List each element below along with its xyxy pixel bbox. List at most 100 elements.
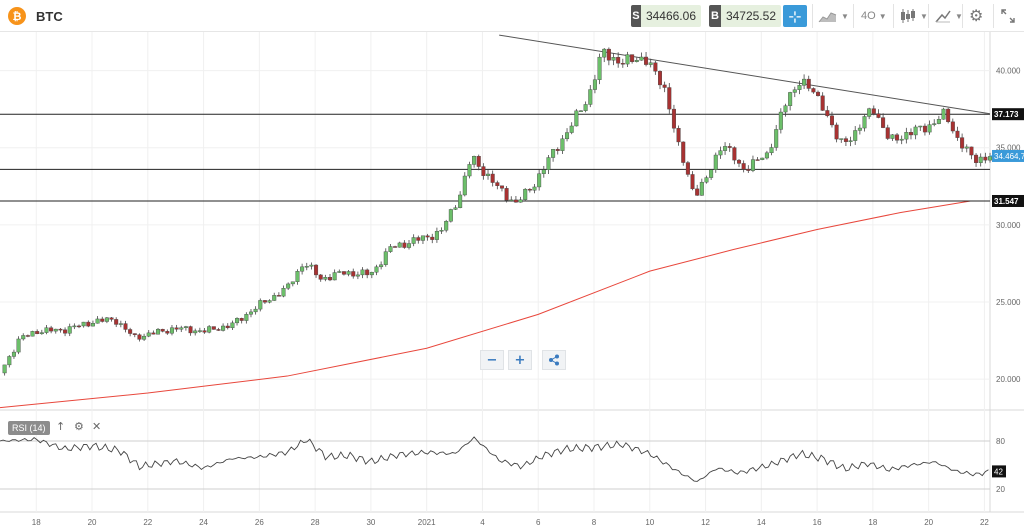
- candle-up: [118, 323, 123, 325]
- x-tick-label: 2021: [418, 518, 436, 527]
- candle-up: [7, 356, 12, 366]
- candle-up: [235, 318, 240, 324]
- plus-icon: +: [514, 352, 526, 368]
- candle-down: [365, 269, 370, 276]
- candle-down: [504, 188, 509, 201]
- candle-down: [341, 271, 346, 275]
- candle-down: [490, 173, 495, 183]
- candle-down: [393, 246, 398, 248]
- candle-up: [207, 326, 212, 333]
- candle-up: [774, 129, 779, 148]
- candle-down: [974, 154, 979, 163]
- candle-down: [955, 130, 960, 138]
- candle-down: [662, 84, 667, 88]
- candle-up: [899, 138, 904, 141]
- candle-down: [137, 334, 142, 340]
- timeframe-select[interactable]: 4O ▼: [861, 6, 887, 26]
- candle-up: [267, 300, 272, 303]
- candle-up: [611, 57, 616, 61]
- zoom-in-button[interactable]: +: [508, 350, 532, 370]
- candle-up: [221, 325, 226, 331]
- candle-up: [913, 126, 918, 136]
- candle-up: [802, 78, 807, 86]
- crosshair-button[interactable]: ⊹: [783, 5, 807, 27]
- candle-up: [193, 330, 198, 334]
- candle-down: [476, 156, 481, 167]
- candle-down: [100, 318, 105, 322]
- candle-down: [211, 326, 216, 330]
- candle-up: [95, 318, 100, 324]
- candle-down: [737, 159, 742, 164]
- fullscreen-button[interactable]: [1001, 6, 1015, 26]
- candle-up: [439, 230, 444, 232]
- price-chart[interactable]: 18 20 22 24 26 28 30 2021 4 6 8 10 12 14 16 18 20 22 40.00…: [0, 32, 1024, 532]
- candle-up: [332, 272, 337, 281]
- candle-up: [16, 338, 21, 353]
- candle-up: [169, 327, 174, 334]
- candle-up: [592, 79, 597, 90]
- level-price-label: 37.173: [994, 110, 1019, 119]
- y-tick-label: 25.000: [996, 298, 1021, 307]
- candle-up: [699, 181, 704, 196]
- candle-down: [829, 115, 834, 126]
- candle-down: [843, 138, 848, 142]
- candle-up: [932, 123, 937, 125]
- candle-up: [625, 54, 630, 65]
- y-tick-label: 40.000: [996, 67, 1021, 76]
- rsi-close-button[interactable]: ✕: [92, 420, 101, 433]
- share-button[interactable]: [542, 350, 566, 370]
- rsi-current-badge: [992, 465, 1006, 478]
- candle-down: [430, 236, 435, 240]
- candle-up: [346, 271, 351, 275]
- candle-down: [950, 121, 955, 132]
- share-icon: [549, 354, 559, 366]
- rsi-current-label: 42: [994, 467, 1003, 476]
- candle-up: [569, 125, 574, 133]
- toolbar-divider: [893, 4, 894, 28]
- toolbar-divider: [993, 4, 994, 28]
- zoom-out-button[interactable]: −: [480, 350, 504, 370]
- close-icon: ✕: [92, 420, 102, 433]
- candle-down: [983, 156, 988, 161]
- candle-style-button[interactable]: ▼: [899, 6, 928, 26]
- candle-down: [216, 329, 221, 331]
- arrow-up-icon: ↑: [56, 420, 66, 433]
- drawing-tools-button[interactable]: ▼: [934, 6, 963, 26]
- candle-down: [727, 146, 732, 148]
- y-tick-label: 30.000: [996, 221, 1021, 230]
- minus-icon: −: [486, 352, 498, 368]
- candle-up: [839, 138, 844, 140]
- candle-down: [555, 149, 560, 151]
- x-tick-label: 20: [88, 518, 97, 527]
- candle-up: [541, 169, 546, 174]
- candle-up: [458, 194, 463, 208]
- candle-up: [388, 246, 393, 252]
- candle-up: [578, 110, 583, 112]
- rsi-settings-button[interactable]: ⚙: [74, 420, 84, 433]
- candle-down: [881, 117, 886, 128]
- current-price-badge: [992, 149, 1024, 162]
- candle-up: [90, 323, 95, 327]
- candle-down: [741, 163, 746, 170]
- crosshair-icon: ⊹: [788, 6, 802, 26]
- trendline[interactable]: [499, 34, 991, 115]
- candle-up: [258, 300, 263, 310]
- x-tick-label: 4: [480, 518, 485, 527]
- sell-quote-button[interactable]: S 34466.06: [631, 5, 701, 27]
- candle-down: [314, 264, 319, 276]
- candle-down: [86, 321, 91, 327]
- buy-quote-button[interactable]: B 34725.52: [709, 5, 781, 27]
- candle-up: [21, 335, 26, 340]
- candle-up: [337, 271, 342, 273]
- settings-button[interactable]: ⚙: [969, 6, 983, 26]
- candle-up: [67, 326, 72, 334]
- instrument-symbol[interactable]: BTC: [36, 9, 63, 24]
- candle-down: [755, 159, 760, 161]
- candle-down: [676, 128, 681, 143]
- chart-type-button[interactable]: ▼: [818, 6, 849, 26]
- candle-up: [853, 130, 858, 141]
- candle-down: [188, 326, 193, 334]
- rsi-move-up-button[interactable]: ↑: [56, 420, 65, 433]
- level-price-label: 31.547: [994, 197, 1019, 206]
- candle-down: [816, 91, 821, 97]
